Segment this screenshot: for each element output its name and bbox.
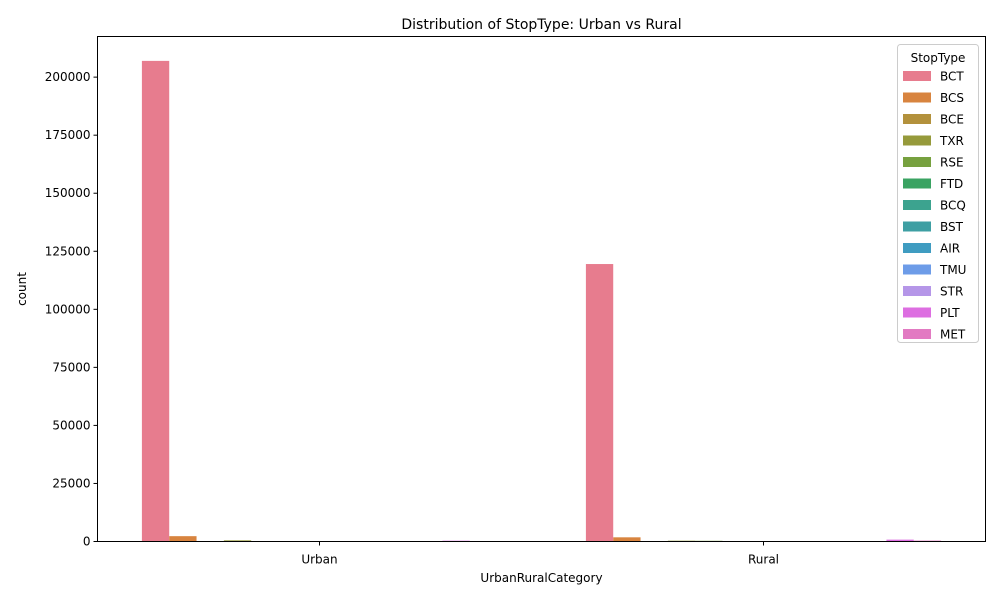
y-tick-label: 125000: [45, 244, 91, 258]
x-tick-label-urban: Urban: [301, 553, 337, 567]
bar-bcs-rural: [613, 537, 641, 542]
legend-swatch-txr: [903, 135, 931, 146]
y-tick-label: 50000: [52, 418, 90, 432]
y-axis: 0 25000 50000 75000 100000 125000 150000 175000…: [45, 70, 98, 549]
y-tick-label: 75000: [52, 360, 90, 374]
legend-label-tmu: TMU: [939, 263, 966, 277]
y-tick-label: 150000: [45, 186, 91, 200]
legend-label-txr: TXR: [939, 134, 964, 148]
legend-swatch-rse: [903, 157, 931, 167]
legend-label-str: STR: [940, 285, 963, 299]
legend-label-met: MET: [940, 328, 966, 342]
legend-title: StopType: [911, 51, 966, 65]
chart-title: Distribution of StopType: Urban vs Rural: [401, 17, 681, 33]
bar-plt-rural: [886, 539, 914, 542]
legend-box: [897, 44, 979, 343]
x-axis-label: UrbanRuralCategory: [480, 571, 602, 585]
legend-swatch-bst: [903, 221, 931, 232]
plot-frame: [97, 36, 986, 542]
y-tick-label: 0: [83, 535, 91, 549]
legend-items: BCT BCS BCE TXR RSE FTD BCQ BST AIR TMU STR PLT MET: [903, 70, 966, 342]
legend-label-bcs: BCS: [940, 91, 964, 105]
legend-swatch-str: [903, 286, 931, 296]
bar-bct-rural: [585, 264, 614, 542]
legend-swatch-bcs: [903, 92, 931, 103]
legend: StopType BCT BCS BCE TXR RSE FTD BCQ BST AIR TMU S…: [897, 44, 979, 343]
y-tick-label: 25000: [52, 476, 90, 490]
legend-label-bcq: BCQ: [940, 199, 966, 213]
y-tick-label: 200000: [45, 70, 91, 84]
x-tick-label-rural: Rural: [748, 553, 779, 567]
legend-label-bst: BST: [940, 220, 964, 234]
x-axis: Urban Rural: [301, 541, 779, 567]
y-axis-label: count: [15, 272, 29, 306]
legend-label-plt: PLT: [940, 306, 960, 320]
legend-swatch-bct: [903, 71, 931, 81]
legend-swatch-air: [903, 243, 931, 253]
legend-label-bce: BCE: [940, 113, 964, 127]
legend-swatch-bcq: [903, 200, 931, 210]
legend-swatch-tmu: [903, 264, 931, 275]
bar-bcs-urban: [169, 536, 197, 542]
legend-swatch-bce: [903, 114, 931, 124]
legend-label-air: AIR: [940, 242, 960, 256]
bar-txr-urban: [223, 540, 252, 542]
y-tick-label: 175000: [45, 128, 91, 142]
bars-group: [141, 60, 942, 542]
legend-swatch-ftd: [903, 178, 931, 189]
y-tick-label: 100000: [45, 302, 91, 316]
legend-swatch-met: [903, 329, 931, 339]
legend-label-ftd: FTD: [940, 177, 963, 191]
legend-label-bct: BCT: [940, 70, 964, 84]
legend-swatch-plt: [903, 307, 931, 318]
bar-bct-urban: [141, 60, 170, 542]
legend-label-rse: RSE: [940, 156, 964, 170]
